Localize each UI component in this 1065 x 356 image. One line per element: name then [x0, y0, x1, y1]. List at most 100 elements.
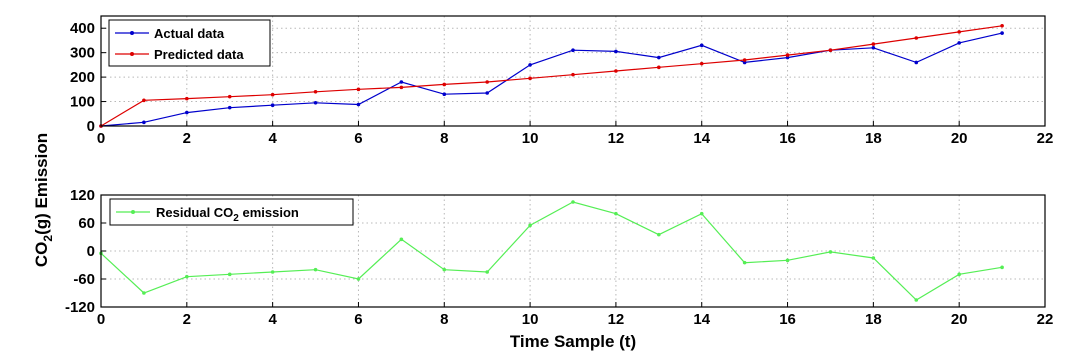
- bottom-series-0-point: [185, 274, 189, 279]
- bottom-series-0-point: [270, 270, 275, 274]
- bottom-series-0-point: [614, 211, 618, 216]
- bottom-series-0-point: [742, 260, 747, 265]
- top-series-1-point: [485, 80, 489, 84]
- bottom-series-0-point: [871, 256, 876, 260]
- top-y-tick-label: 300: [70, 45, 95, 62]
- bottom-plot: 0 2 4 6 8 10 12 14 16 18 20 22 -120 -60 0 60 120 Residu…: [65, 187, 1053, 328]
- top-series-1-line: [100, 25, 1003, 127]
- top-series-0-point: [313, 100, 318, 105]
- top-x-tick-label: 10: [522, 130, 539, 147]
- bottom-x-tick-label: 10: [522, 311, 539, 328]
- top-series-0-point: [356, 102, 361, 107]
- top-series-0-point: [485, 91, 489, 95]
- top-series-0-point: [142, 120, 146, 125]
- top-series-0-point: [914, 60, 919, 65]
- bottom-x-tick-label: 4: [268, 311, 277, 328]
- top-plot-frame: [100, 15, 1046, 127]
- bottom-legend: Residual CO2 emission: [109, 198, 354, 226]
- top-x-tick-label: 8: [440, 130, 448, 147]
- y-axis-label-prefix: CO: [32, 242, 51, 268]
- top-series-1-point: [742, 58, 747, 62]
- bottom-x-tick-label: 12: [608, 311, 625, 328]
- top-series-1-point: [1000, 23, 1004, 28]
- bottom-y-tick-label: 0: [87, 243, 95, 260]
- bottom-x-tick-label: 6: [354, 311, 362, 328]
- top-series-0-point: [699, 43, 704, 48]
- top-x-tick-label: 2: [183, 130, 191, 147]
- legend-label-residual-sub: 2: [233, 213, 239, 224]
- top-series-0-point: [657, 55, 661, 60]
- bottom-x-tick-label: 8: [440, 311, 448, 328]
- bottom-legend-box: [109, 198, 354, 226]
- top-series-1-point: [356, 87, 361, 92]
- top-series-1-point: [442, 82, 447, 87]
- top-series: [99, 23, 1004, 128]
- bottom-series-0-line: [100, 201, 1003, 301]
- bottom-series-0-point: [571, 200, 575, 204]
- top-x-tick-label: 18: [865, 130, 882, 147]
- top-plot: 0 2 4 6 8 10 12 14 16 18 20 22 0 100 200 300 400 Actual…: [70, 15, 1054, 147]
- top-series-0-point: [442, 92, 447, 97]
- legend-marker-predicted: [130, 52, 134, 56]
- bottom-series-0-point: [399, 237, 404, 242]
- bottom-x-tick-label: 16: [779, 311, 796, 328]
- top-series-1-point: [957, 30, 961, 34]
- top-series-1-point: [142, 98, 146, 103]
- top-series-1-point: [399, 85, 404, 90]
- top-x-tick-label: 14: [693, 130, 710, 147]
- bottom-series-0-point: [356, 277, 361, 281]
- legend-label-actual: Actual data: [154, 26, 225, 41]
- top-y-ticks: 0 100 200 300 400: [70, 20, 106, 135]
- top-series-0-point: [270, 103, 275, 108]
- legend-label-residual-prefix: Residual CO: [156, 205, 233, 220]
- bottom-series-0-point: [699, 211, 704, 216]
- legend-label-residual-suffix: emission: [239, 205, 299, 220]
- top-x-ticks: 0 2 4 6 8 10 12 14 16 18 20 22: [97, 121, 1054, 147]
- bottom-y-tick-label: 60: [78, 215, 95, 232]
- top-legend: Actual data Predicted data: [108, 19, 271, 67]
- bottom-y-tick-label: -120: [65, 299, 95, 316]
- bottom-x-tick-label: 14: [693, 311, 710, 328]
- bottom-x-tick-label: 18: [865, 311, 882, 328]
- top-series-1-point: [914, 36, 919, 40]
- bottom-y-ticks: -120 -60 0 60 120: [65, 187, 106, 316]
- top-series-1-point: [270, 92, 275, 97]
- top-series-1-point: [528, 76, 532, 81]
- legend-label-predicted: Predicted data: [154, 47, 244, 62]
- bottom-y-tick-label: -60: [73, 271, 95, 288]
- bottom-series-0-point: [227, 272, 232, 277]
- top-series-0-point: [528, 63, 532, 67]
- bottom-x-tick-label: 22: [1037, 311, 1054, 328]
- top-x-tick-label: 20: [951, 130, 968, 147]
- bottom-x-tick-label: 20: [951, 311, 968, 328]
- top-series-0-point: [399, 80, 404, 84]
- top-series-1-point: [785, 53, 790, 57]
- y-axis-label-suffix: (g) Emission: [32, 133, 51, 235]
- top-y-tick-label: 0: [87, 118, 95, 135]
- bottom-series-0-point: [442, 267, 447, 272]
- top-x-tick-label: 6: [354, 130, 362, 147]
- top-series-0-point: [957, 41, 961, 45]
- legend-label-residual: Residual CO2 emission: [156, 205, 299, 224]
- bottom-series-0-point: [313, 267, 318, 272]
- top-x-tick-label: 22: [1037, 130, 1054, 147]
- top-series-0-point: [1000, 31, 1004, 35]
- top-x-tick-label: 12: [608, 130, 625, 147]
- bottom-series-0-point: [485, 270, 489, 274]
- top-series-1-point: [699, 61, 704, 66]
- top-x-tick-label: 16: [779, 130, 796, 147]
- top-series-1-point: [185, 96, 189, 101]
- top-legend-box: [108, 19, 271, 67]
- top-x-tick-label: 0: [97, 130, 105, 147]
- bottom-series-0-point: [657, 232, 661, 237]
- bottom-series-0-point: [957, 272, 961, 277]
- bottom-series-0-point: [914, 298, 919, 302]
- bottom-x-tick-label: 2: [183, 311, 191, 328]
- top-series-0-point: [871, 45, 876, 50]
- top-y-tick-label: 200: [70, 69, 95, 86]
- top-series-1-point: [828, 48, 833, 53]
- top-series-0-point: [227, 105, 232, 110]
- top-series-1-point: [657, 65, 661, 70]
- x-axis-label: Time Sample (t): [510, 332, 636, 351]
